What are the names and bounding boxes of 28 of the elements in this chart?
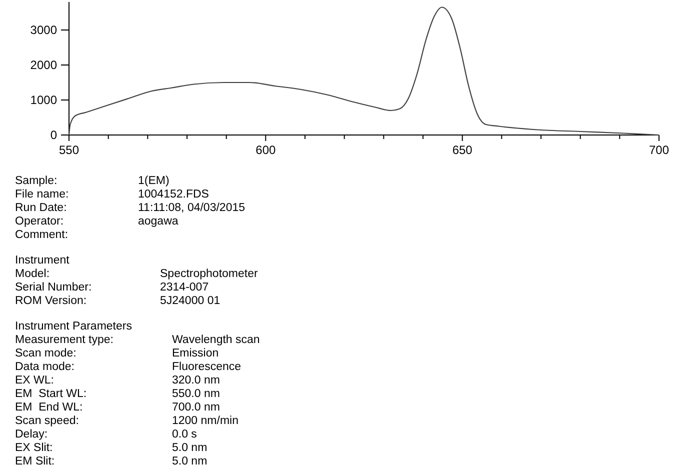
x-tick-label: 650 — [452, 143, 473, 157]
text: Serial Number: 2314-007 — [15, 282, 209, 294]
y-tick-label: 1000 — [30, 93, 58, 107]
text: File name: 1004152.FDS — [15, 188, 209, 200]
text: Scan speed: 1200 nm/min — [15, 415, 238, 427]
y-tick-label: 0 — [50, 128, 58, 142]
text: EM Slit: 5.0 nm — [15, 456, 208, 468]
x-tick-label: 600 — [256, 143, 276, 157]
y-tick-label: 2000 — [30, 58, 58, 72]
text: EX WL: 320.0 nm — [15, 374, 220, 386]
x-tick-label: 700 — [648, 143, 670, 157]
text: EX Slit: 5.0 nm — [15, 442, 208, 454]
text: Run Date: 11:11:08, 04/03/2015 — [15, 202, 246, 214]
text: Instrument Parameters — [15, 320, 132, 332]
text: Instrument — [15, 254, 70, 266]
text: Operator: aogawa — [15, 216, 178, 228]
text: Measurement type: Wavelength scan — [15, 334, 260, 346]
text: EM Start WL: 550.0 nm — [15, 388, 220, 400]
text: Comment: — [15, 229, 68, 241]
text: Delay: 0.0 s — [15, 428, 197, 440]
text: ROM Version: 5J24000 01 — [15, 295, 220, 307]
text: Model: Spectrophotometer — [15, 268, 258, 280]
text: EM End WL: 700.0 nm — [15, 402, 220, 414]
text: Data mode: Fluorescence — [15, 361, 242, 373]
text: Scan mode: Emission — [15, 348, 219, 360]
y-tick-label: 3000 — [30, 23, 58, 37]
x-tick-label: 550 — [58, 143, 80, 157]
text: Sample: 1(EM) — [15, 175, 170, 187]
